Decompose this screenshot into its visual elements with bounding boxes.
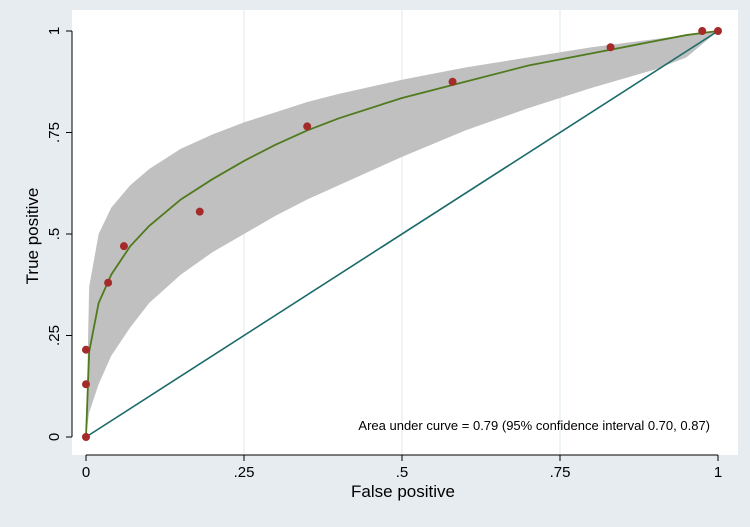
data-point-3 [104, 278, 113, 287]
data-point-9 [698, 27, 707, 35]
x-axis-ticks: 0 .25 .5 .75 1 [82, 455, 722, 481]
data-point-0 [82, 433, 90, 441]
x-tick-label-3: .75 [550, 464, 571, 481]
x-tick-label-2: .5 [396, 464, 409, 481]
data-point-4 [119, 242, 128, 251]
x-tick-label-1: .25 [234, 464, 255, 481]
y-tick-label-0: 0 [46, 433, 63, 441]
x-tick-label-4: 1 [714, 464, 722, 481]
data-point-6 [303, 122, 312, 131]
y-tick-label-3: .75 [46, 122, 63, 143]
x-tick-label-0: 0 [82, 464, 90, 481]
fitted-roc-curve [85, 30, 719, 438]
y-tick-label-2: .5 [46, 228, 63, 241]
data-point-10 [714, 27, 722, 35]
confidence-band [86, 31, 718, 437]
data-point-1 [82, 380, 90, 389]
data-point-8 [606, 43, 615, 52]
auc-annotation: Area under curve = 0.79 (95% confidence … [358, 418, 710, 433]
x-axis-title: False positive [351, 482, 455, 501]
y-axis-title: True positive [23, 188, 42, 285]
data-point-5 [195, 207, 204, 216]
observed-points [82, 27, 722, 441]
data-point-2 [82, 345, 90, 354]
data-point-7 [448, 77, 457, 86]
reference-diagonal-line [85, 30, 719, 438]
y-tick-label-4: 1 [46, 27, 63, 35]
y-axis-ticks: 0 .25 .5 .75 1 [46, 27, 72, 441]
y-tick-label-1: .25 [46, 325, 63, 346]
